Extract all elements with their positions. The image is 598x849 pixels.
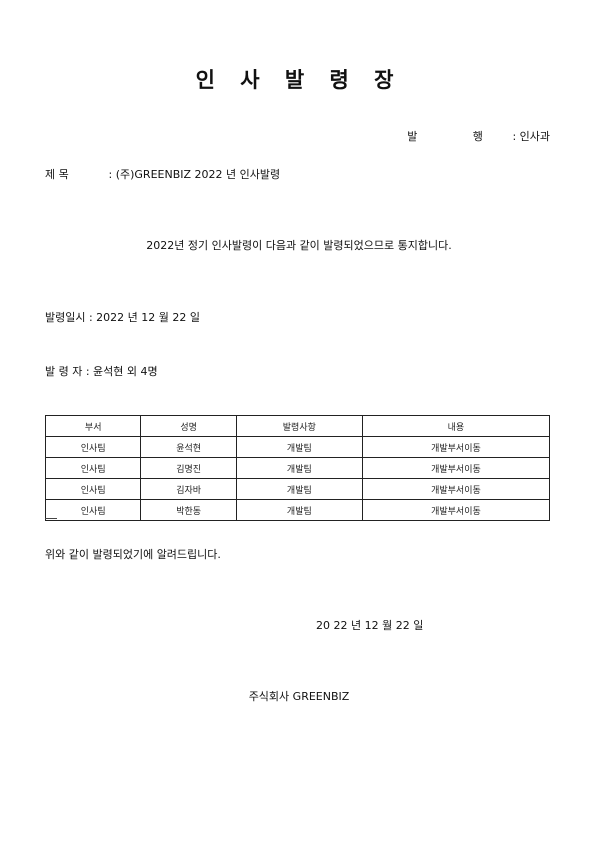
cell-name: 김자바 (140, 478, 237, 500)
signature-date: 20 22 년 12 월 22 일 (316, 619, 424, 632)
cell-name: 김명진 (140, 457, 237, 479)
header-details: 내용 (361, 415, 551, 437)
cell-department: 인사팀 (44, 457, 142, 479)
appointment-table: 부서 성명 발령사항 내용 인사팀 윤석현 개발팀 개발부서이동 인사팀 김명진… (44, 415, 551, 521)
appointees-line: 발 령 자 : 윤석현 외 4명 (45, 363, 158, 379)
notice-text: 2022년 정기 인사발령이 다음과 같이 발령되었으므로 통지합니다. (146, 239, 452, 252)
header-department: 부서 (44, 415, 142, 437)
effective-date-value: : 2022 년 12 월 22 일 (88, 311, 201, 324)
cell-details: 개발부서이동 (361, 436, 551, 458)
cell-department: 인사팀 (44, 499, 142, 521)
appointees-label: 발 령 자 (45, 365, 83, 378)
cell-department: 인사팀 (44, 478, 142, 500)
cell-appointment: 개발팀 (235, 499, 363, 521)
effective-date-label: 발령일시 (45, 311, 86, 324)
cell-appointment: 개발팀 (235, 478, 363, 500)
subject-value: : (주)GREENBIZ 2022 년 인사발령 (108, 168, 281, 181)
subject-label: 제 목 (45, 168, 69, 181)
table-row: 인사팀 김명진 개발팀 개발부서이동 (44, 457, 551, 479)
cell-details: 개발부서이동 (361, 478, 551, 500)
table-header-row: 부서 성명 발령사항 내용 (44, 415, 551, 437)
issuer-line: 발 행 : 인사과 (407, 128, 550, 144)
cell-name: 박한동 (140, 499, 237, 521)
table-end-mark (45, 518, 57, 519)
cell-name: 윤석현 (140, 436, 237, 458)
effective-date-line: 발령일시 : 2022 년 12 월 22 일 (45, 309, 200, 325)
table-row: 인사팀 김자바 개발팀 개발부서이동 (44, 478, 551, 500)
document-title: 인 사 발 령 장 (195, 68, 403, 92)
table-row: 인사팀 윤석현 개발팀 개발부서이동 (44, 436, 551, 458)
cell-department: 인사팀 (44, 436, 142, 458)
header-name: 성명 (140, 415, 237, 437)
issuer-value: : 인사과 (512, 130, 550, 143)
header-appointment: 발령사항 (235, 415, 363, 437)
appointees-value: : 윤석현 외 4명 (85, 365, 158, 378)
cell-appointment: 개발팀 (235, 436, 363, 458)
company-name: 주식회사 GREENBIZ (248, 690, 350, 703)
issuer-label: 발 행 (407, 130, 509, 143)
closing-text: 위와 같이 발령되었기에 알려드립니다. (45, 548, 221, 561)
cell-appointment: 개발팀 (235, 457, 363, 479)
cell-details: 개발부서이동 (361, 457, 551, 479)
table-row: 인사팀 박한동 개발팀 개발부서이동 (44, 499, 551, 521)
subject-line: 제 목 : (주)GREENBIZ 2022 년 인사발령 (45, 166, 280, 182)
cell-details: 개발부서이동 (361, 499, 551, 521)
